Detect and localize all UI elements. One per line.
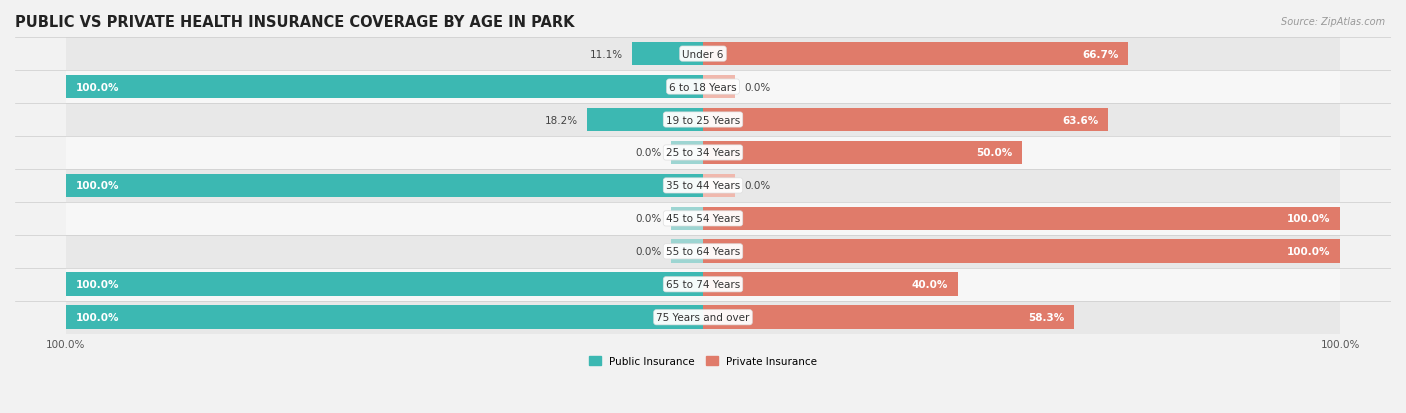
Bar	[66, 306, 703, 329]
Bar	[66, 104, 1340, 137]
Text: 100.0%: 100.0%	[1286, 214, 1330, 224]
Text: 35 to 44 Years: 35 to 44 Years	[666, 181, 740, 191]
Text: 66.7%: 66.7%	[1083, 50, 1118, 59]
Bar	[671, 141, 703, 165]
Bar	[703, 43, 1128, 66]
Bar	[66, 169, 1340, 202]
Bar	[703, 108, 1108, 132]
Bar	[66, 301, 1340, 334]
Text: 100.0%: 100.0%	[76, 181, 120, 191]
Text: 100.0%: 100.0%	[1286, 247, 1330, 257]
Bar	[66, 268, 1340, 301]
Bar	[703, 306, 1074, 329]
Bar	[588, 108, 703, 132]
Bar	[703, 207, 1340, 231]
Bar	[671, 240, 703, 263]
Text: 19 to 25 Years: 19 to 25 Years	[666, 115, 740, 125]
Text: 0.0%: 0.0%	[636, 214, 662, 224]
Text: 6 to 18 Years: 6 to 18 Years	[669, 82, 737, 93]
Text: 0.0%: 0.0%	[744, 181, 770, 191]
Text: 100.0%: 100.0%	[76, 280, 120, 290]
Text: 65 to 74 Years: 65 to 74 Years	[666, 280, 740, 290]
Bar	[703, 240, 1340, 263]
Text: 40.0%: 40.0%	[912, 280, 948, 290]
Text: 0.0%: 0.0%	[744, 82, 770, 93]
Bar	[633, 43, 703, 66]
Text: 58.3%: 58.3%	[1029, 313, 1064, 323]
Bar	[66, 273, 703, 297]
Text: 100.0%: 100.0%	[76, 82, 120, 93]
Text: 75 Years and over: 75 Years and over	[657, 313, 749, 323]
Text: PUBLIC VS PRIVATE HEALTH INSURANCE COVERAGE BY AGE IN PARK: PUBLIC VS PRIVATE HEALTH INSURANCE COVER…	[15, 15, 575, 30]
Bar	[703, 76, 735, 99]
Text: 0.0%: 0.0%	[636, 247, 662, 257]
Text: 50.0%: 50.0%	[976, 148, 1012, 158]
Bar	[703, 273, 957, 297]
Bar	[66, 71, 1340, 104]
Text: 55 to 64 Years: 55 to 64 Years	[666, 247, 740, 257]
Bar	[66, 235, 1340, 268]
Bar	[66, 38, 1340, 71]
Text: 100.0%: 100.0%	[76, 313, 120, 323]
Text: 0.0%: 0.0%	[636, 148, 662, 158]
Text: 25 to 34 Years: 25 to 34 Years	[666, 148, 740, 158]
Bar	[66, 174, 703, 198]
Bar	[703, 174, 735, 198]
Legend: Public Insurance, Private Insurance: Public Insurance, Private Insurance	[585, 352, 821, 370]
Text: 63.6%: 63.6%	[1063, 115, 1098, 125]
Text: Under 6: Under 6	[682, 50, 724, 59]
Text: 45 to 54 Years: 45 to 54 Years	[666, 214, 740, 224]
Text: 18.2%: 18.2%	[544, 115, 578, 125]
Bar	[66, 76, 703, 99]
Bar	[66, 137, 1340, 169]
Text: 11.1%: 11.1%	[589, 50, 623, 59]
Bar	[671, 207, 703, 231]
Bar	[66, 202, 1340, 235]
Bar	[703, 141, 1022, 165]
Text: Source: ZipAtlas.com: Source: ZipAtlas.com	[1281, 17, 1385, 26]
